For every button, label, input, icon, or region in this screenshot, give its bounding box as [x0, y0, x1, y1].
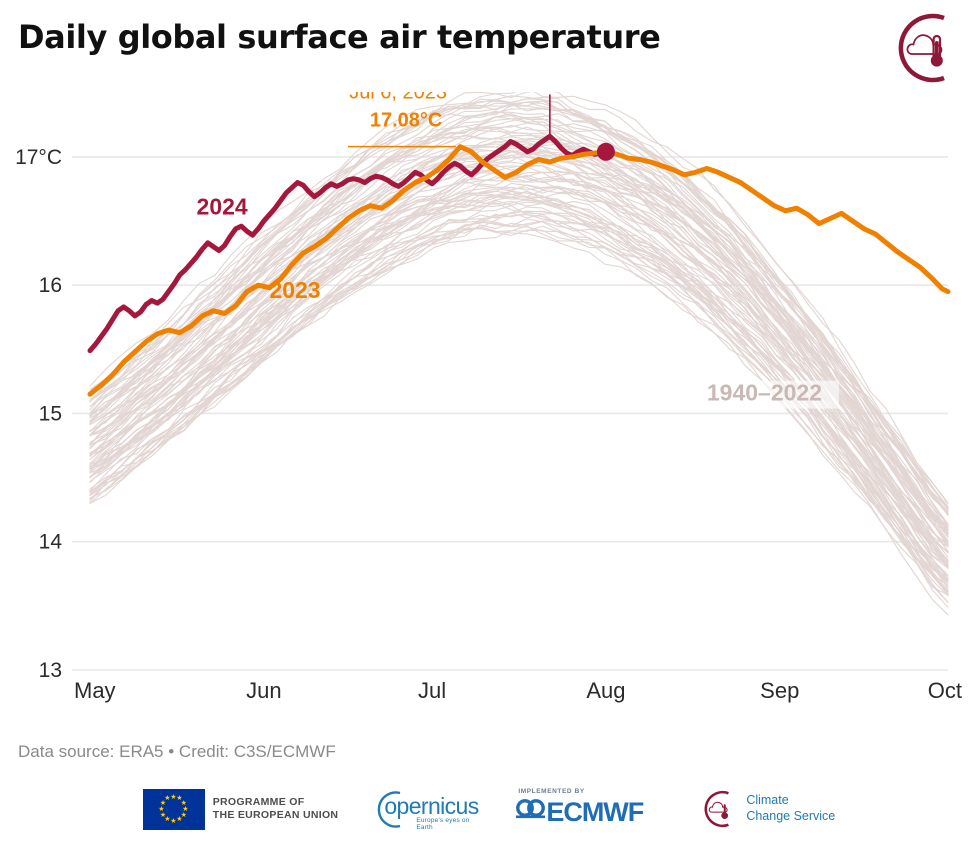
- eu-star-icon: ★: [159, 799, 167, 807]
- c3s-line-1: Climate: [746, 793, 789, 808]
- chart-header: Daily global surface air temperature: [0, 0, 978, 92]
- eu-star-icon: ★: [170, 793, 177, 801]
- historical-line: [89, 152, 949, 543]
- eu-line-1: PROGRAMME OF: [212, 795, 305, 808]
- ecmwf-wordmark: ECMWF: [546, 797, 644, 827]
- historical-line: [89, 116, 949, 527]
- x-axis-label-Sep: Sep: [760, 678, 799, 703]
- x-axis-label-Aug: Aug: [586, 678, 625, 703]
- ecmwf-implemented-by-label: IMPLEMENTED BY: [518, 788, 585, 795]
- eu-star-icon: ★: [180, 811, 187, 819]
- copernicus-logo: opernicus Europe's eyes on Earth: [372, 789, 482, 831]
- historical-line: [89, 116, 949, 515]
- historical-line: [89, 145, 949, 546]
- series-line-2023: [87, 144, 951, 397]
- chart-plot-area: 13 14 15 16 17°C 1940–2022 Jul 6, 2023 17.08°C J…: [0, 92, 978, 722]
- x-axis-label-Jul: Jul: [418, 678, 446, 703]
- historical-line: [89, 225, 949, 608]
- historical-line: [89, 96, 949, 509]
- eu-star-icon: ★: [159, 811, 167, 819]
- annotation-value-2023: 17.08°C: [370, 110, 443, 132]
- x-axis: May Jun Jul Aug Sep Oct: [74, 678, 962, 703]
- c3s-line-2: Change Service: [746, 809, 836, 823]
- eu-star-icon: ★: [170, 817, 177, 825]
- eu-flag-icon: ★ ★ ★ ★ ★ ★ ★ ★ ★ ★ ★ ★: [142, 788, 205, 830]
- historical-line: [89, 124, 949, 525]
- copernicus-arc-icon: [378, 791, 401, 828]
- eu-line-2: THE EUROPEAN UNION: [212, 809, 339, 821]
- historical-line: [89, 98, 949, 514]
- historical-label-group: 1940–2022: [700, 380, 839, 409]
- historical-line: [89, 125, 949, 532]
- series-label-2024: 2024: [197, 194, 248, 220]
- series-line-2024: [87, 133, 609, 354]
- c3s-cloud-thermometer-icon: [898, 13, 945, 83]
- eu-star-icon: ★: [158, 805, 165, 813]
- eu-star-icon: ★: [182, 805, 189, 813]
- ecmwf-symbol-icon: [516, 799, 546, 819]
- annotation-date-2023: Jul 6, 2023: [349, 92, 447, 104]
- x-axis-label-May: May: [74, 678, 116, 703]
- logo-bar: ★ ★ ★ ★ ★ ★ ★ ★ ★ ★ ★ ★ PROGRAMME OF THE EUROPEAN U…: [0, 782, 978, 836]
- c3s-logo: Climate Change Service: [698, 788, 835, 830]
- endpoint-marker-2024: [596, 142, 615, 161]
- eu-star-icon: ★: [180, 799, 187, 807]
- x-axis-label-Jun: Jun: [246, 678, 281, 703]
- eu-star-icon: ★: [164, 795, 171, 803]
- y-axis-label-16: 16: [39, 274, 62, 297]
- eu-flag-logo: ★ ★ ★ ★ ★ ★ ★ ★ ★ ★ ★ ★ PROGRAMME OF THE EUROPEAN U…: [142, 788, 339, 830]
- y-axis-label-17: 17°C: [15, 146, 62, 169]
- series-label-2023: 2023: [269, 277, 320, 303]
- y-axis-label-15: 15: [39, 402, 62, 425]
- eu-flag-label: PROGRAMME OF THE EUROPEAN UNION: [213, 796, 339, 823]
- copernicus-wordmark: opernicus: [384, 793, 479, 819]
- historical-line: [89, 171, 949, 562]
- c3s-label: Climate Change Service: [746, 793, 835, 824]
- eu-star-icon: ★: [176, 795, 183, 803]
- historical-line: [89, 100, 949, 510]
- temperature-line-chart: 13 14 15 16 17°C 1940–2022 Jul 6, 2023 17.08°C J…: [15, 92, 962, 703]
- historical-line: [89, 161, 949, 548]
- historical-line: [89, 151, 949, 547]
- x-axis-label-Oct: Oct: [928, 678, 962, 703]
- eu-star-icon: ★: [164, 815, 171, 823]
- y-axis-label-13: 13: [39, 659, 62, 682]
- data-source-credit: Data source: ERA5 • Credit: C3S/ECMWF: [18, 742, 336, 761]
- page-title: Daily global surface air temperature: [18, 18, 661, 56]
- historical-line: [89, 126, 949, 538]
- copernicus-tagline: Europe's eyes on Earth: [416, 817, 470, 831]
- historical-band-1940-2022: [89, 92, 949, 616]
- eu-star-icon: ★: [176, 815, 183, 823]
- historical-label-bg: [700, 380, 839, 409]
- y-axis-label-14: 14: [39, 531, 63, 554]
- ecmwf-logo: IMPLEMENTED BY ECMWF: [516, 788, 664, 830]
- historical-line: [89, 174, 949, 554]
- historical-line: [89, 95, 949, 512]
- annotation-value-2024: 17.16°C: [552, 92, 625, 93]
- c3s-small-cloud-thermometer-icon: [704, 790, 730, 828]
- historical-line: [89, 92, 949, 504]
- historical-line: [89, 92, 949, 505]
- series-label-historical: 1940–2022: [707, 380, 822, 406]
